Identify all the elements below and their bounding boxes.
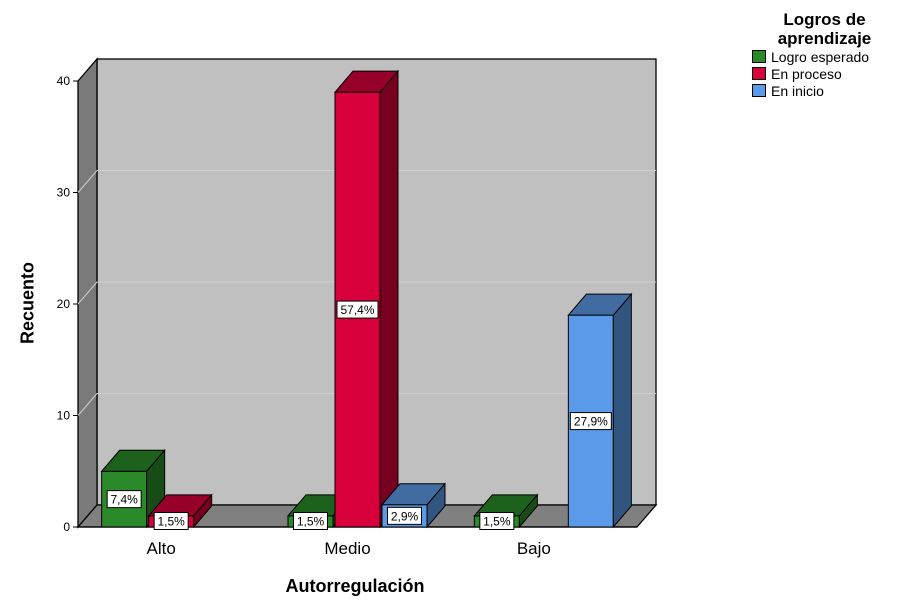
gridline <box>77 393 656 416</box>
legend-swatch-en-proceso <box>752 67 766 80</box>
bar-medio-1 <box>333 69 400 529</box>
legend-item-logro-esperado: Logro esperado <box>752 48 897 65</box>
bar-side <box>612 292 632 529</box>
data-label: 1,5% <box>297 515 325 529</box>
data-label-box <box>153 512 189 530</box>
y-tick-label: 20 <box>57 297 71 311</box>
gridline <box>77 170 656 193</box>
legend: Logros de aprendizaje Logro esperado En … <box>752 10 897 99</box>
y-tick-label: 40 <box>57 74 71 88</box>
x-tick-label: Alto <box>147 539 176 558</box>
data-label: 57,4% <box>340 303 374 317</box>
legend-item-en-inicio: En inicio <box>752 82 897 99</box>
bar-top <box>380 483 447 506</box>
x-tick-label: Bajo <box>517 539 551 558</box>
gridline <box>77 281 656 305</box>
data-label: 1,5% <box>157 515 185 529</box>
y-tick-label: 30 <box>57 186 71 200</box>
data-label-box <box>336 300 379 319</box>
legend-label-en-inicio: En inicio <box>771 82 824 99</box>
data-label: 7,4% <box>110 493 138 507</box>
x-axis-label: Autorregulación <box>285 576 425 596</box>
y-tick-label: 10 <box>57 409 71 423</box>
bar-side <box>379 69 399 529</box>
data-label-box <box>293 512 328 530</box>
bar-top <box>333 70 400 93</box>
legend-item-en-proceso: En proceso <box>752 65 897 82</box>
data-label: 27,9% <box>574 415 608 429</box>
data-label-box <box>569 412 612 431</box>
y-tick-label: 0 <box>63 520 70 534</box>
data-label: 2,9% <box>391 509 419 523</box>
legend-title: Logros de aprendizaje <box>777 10 872 48</box>
bar-top <box>100 449 166 472</box>
legend-label-en-proceso: En proceso <box>771 65 842 82</box>
data-label-box <box>387 506 422 525</box>
data-label-box <box>106 490 142 509</box>
bar-bajo-2 <box>567 292 633 529</box>
data-label: 1,5% <box>483 515 511 529</box>
y-axis-label: Recuento <box>17 261 38 345</box>
data-label-box <box>479 512 515 530</box>
legend-label-logro-esperado: Logro esperado <box>771 48 870 65</box>
legend-swatch-en-inicio <box>752 84 766 97</box>
legend-swatch-logro-esperado <box>752 50 766 63</box>
bar-top <box>567 293 633 316</box>
x-tick-label: Medio <box>324 539 370 558</box>
